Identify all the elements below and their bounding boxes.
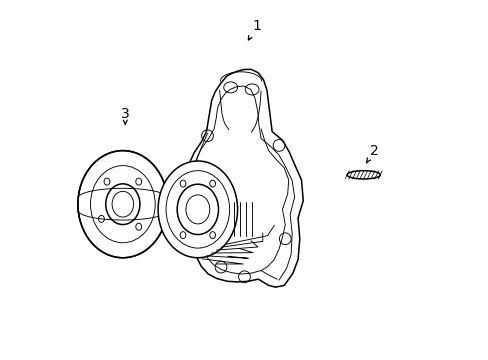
Ellipse shape	[78, 150, 167, 258]
Text: 3: 3	[121, 107, 129, 125]
Text: 2: 2	[366, 144, 378, 163]
Text: 1: 1	[248, 19, 261, 40]
Ellipse shape	[158, 161, 237, 258]
